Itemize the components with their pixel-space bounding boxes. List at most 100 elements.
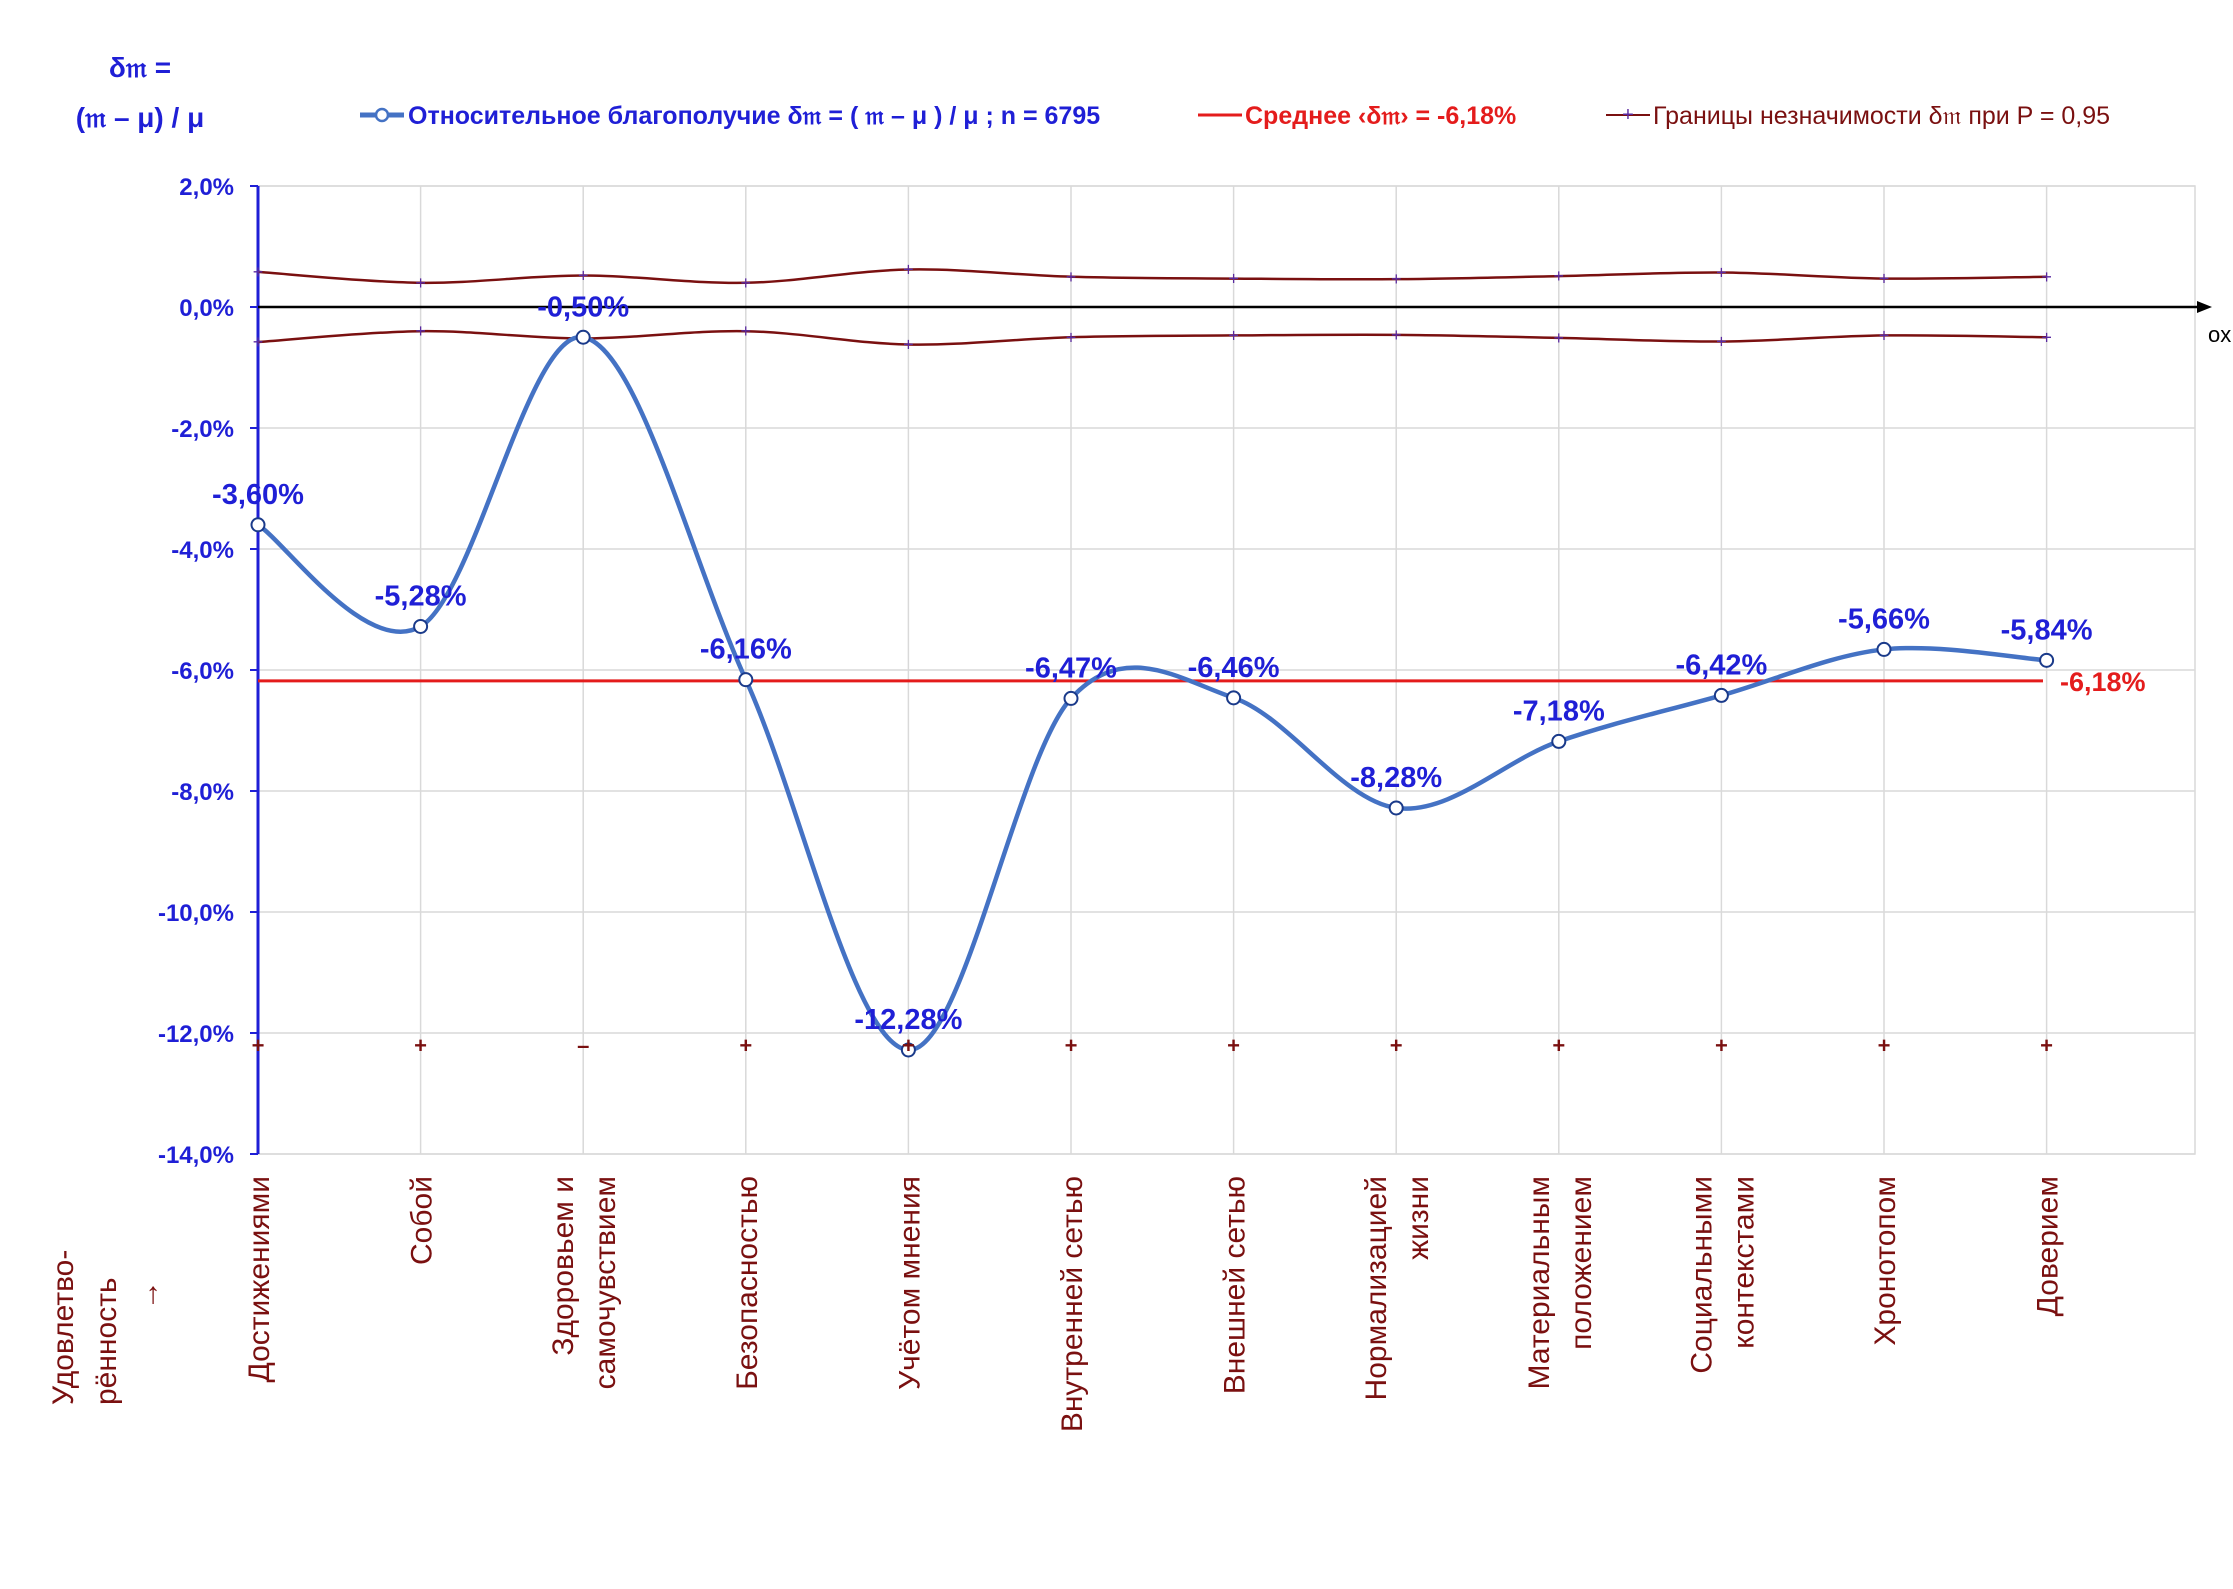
y-tick-label: 2,0% xyxy=(179,174,234,201)
category-label: Внутренней сетью xyxy=(1056,1176,1089,1432)
significance-mark: + xyxy=(2040,1033,2053,1058)
bound-point-upper: + xyxy=(253,262,264,282)
category-label: Внешней сетью xyxy=(1219,1176,1252,1394)
bound-point-upper: + xyxy=(578,266,589,286)
legend: Относительное благополучие δ𝔪 = ( 𝔪 – μ … xyxy=(360,102,2110,130)
x-side-caption-line-1: Удовлетво- xyxy=(47,1250,80,1405)
category-label: Хронотопом xyxy=(1869,1176,1902,1346)
data-label: -5,28% xyxy=(375,580,467,612)
bound-point-upper: + xyxy=(1879,269,1890,289)
bound-point-lower: + xyxy=(253,332,264,352)
significance-mark: + xyxy=(1552,1033,1565,1058)
bound-point-upper: + xyxy=(1391,269,1402,289)
x-axis-name: ox xyxy=(2208,322,2231,347)
significance-mark: + xyxy=(252,1033,265,1058)
bound-point-lower: + xyxy=(415,321,426,341)
legend-series-label: Относительное благополучие δ𝔪 = ( 𝔪 – μ … xyxy=(408,102,1100,130)
x-side-caption-line-2: рённость xyxy=(90,1277,123,1405)
significance-marks: + + – + + + + + + + + + xyxy=(252,1033,2053,1058)
y-axis-title-line-2: (𝔪 – μ) / μ xyxy=(76,102,204,133)
significance-mark: + xyxy=(1715,1033,1728,1058)
category-label-line: самочувствием xyxy=(589,1176,622,1389)
significance-mark: + xyxy=(1227,1033,1240,1058)
category-label-line: Социальными xyxy=(1685,1176,1718,1374)
y-tick-label: -14,0% xyxy=(158,1142,234,1169)
category-label: Учётом мнения xyxy=(893,1176,926,1390)
x-axis-arrow xyxy=(2197,301,2212,313)
category-label-line: Нормализацией xyxy=(1360,1176,1393,1400)
y-axis-title-line-1: δ𝔪 = xyxy=(109,52,171,83)
axes: 2,0% 0,0% -2,0% -4,0% -6,0% -8,0% -10,0% -12,0%… xyxy=(158,174,2212,1169)
y-tick-label: -6,0% xyxy=(171,658,234,685)
bound-point-upper: + xyxy=(1554,266,1565,286)
bound-point-lower: + xyxy=(1879,325,1890,345)
svg-text:+: + xyxy=(1622,104,1634,126)
y-tick-label: -12,0% xyxy=(158,1021,234,1048)
y-tick-label: 0,0% xyxy=(179,295,234,322)
category-label-line: положением xyxy=(1565,1176,1598,1350)
category-label-line: Внутренней сетью xyxy=(1056,1176,1089,1432)
bound-point-upper: + xyxy=(1066,267,1077,287)
bound-point-upper: + xyxy=(1716,263,1727,283)
data-label: -5,66% xyxy=(1838,603,1930,635)
category-label: Социальными контекстами xyxy=(1685,1176,1760,1374)
data-label: -5,84% xyxy=(2001,614,2093,646)
bound-point-lower: + xyxy=(903,335,914,355)
bound-point-upper: + xyxy=(1228,269,1239,289)
data-label: -6,42% xyxy=(1675,649,1767,681)
data-label: -6,16% xyxy=(700,634,792,666)
y-tick-label: -10,0% xyxy=(158,900,234,927)
x-side-caption: Удовлетво- рённость → xyxy=(47,1250,165,1405)
y-tick-label: -8,0% xyxy=(171,779,234,806)
data-point xyxy=(738,672,754,688)
x-side-caption-line-3: → xyxy=(132,1280,165,1310)
bound-point-upper: + xyxy=(2041,267,2052,287)
legend-mean-label: Среднее ‹δ𝔪› = -6,18% xyxy=(1245,102,1516,130)
bound-point-lower: + xyxy=(2041,327,2052,347)
y-tick-label: -4,0% xyxy=(171,537,234,564)
data-point xyxy=(575,329,591,345)
significance-mark: + xyxy=(414,1033,427,1058)
series-group: -3,60% -5,28% -0,50% -6,16% -12,28% -6,47% -6,… xyxy=(212,291,2093,1058)
data-point xyxy=(1876,641,1892,657)
y-tick-label: -2,0% xyxy=(171,416,234,443)
significance-mark: + xyxy=(902,1033,915,1058)
category-label: Материальным положением xyxy=(1523,1176,1598,1389)
data-point xyxy=(1551,733,1567,749)
category-labels: Достижениями Собой Здоровьем и самочувствие… xyxy=(243,1176,2065,1432)
significance-bounds: ++++++++++++++++++++++++ xyxy=(253,259,2052,354)
category-label-line: Учётом мнения xyxy=(893,1176,926,1390)
bound-point-upper: + xyxy=(903,259,914,279)
category-label-line: Хронотопом xyxy=(1869,1176,1902,1346)
data-point xyxy=(250,517,266,533)
series-line xyxy=(256,334,2047,1053)
category-label-line: контекстами xyxy=(1727,1176,1760,1349)
bound-point-lower: + xyxy=(1066,327,1077,347)
data-label: -3,60% xyxy=(212,479,304,511)
significance-mark: + xyxy=(739,1033,752,1058)
legend-mean: Среднее ‹δ𝔪› = -6,18% xyxy=(1198,102,1516,130)
category-label: Здоровьем и самочувствием xyxy=(547,1176,622,1389)
significance-mark: + xyxy=(1390,1033,1403,1058)
data-label: -6,47% xyxy=(1025,652,1117,684)
category-label-line: жизни xyxy=(1402,1176,1435,1260)
data-point xyxy=(2039,652,2055,668)
category-label-line: Достижениями xyxy=(243,1176,276,1383)
category-label-line: Внешней сетью xyxy=(1219,1176,1252,1394)
category-label: Безопасностью xyxy=(731,1176,764,1390)
bound-line-upper xyxy=(257,268,2047,285)
bound-point-lower: + xyxy=(1716,331,1727,351)
category-label: Достижениями xyxy=(243,1176,276,1383)
legend-bounds: + Границы незначимости δ𝔪 при P = 0,95 xyxy=(1606,102,2110,130)
bound-point-lower: + xyxy=(741,321,752,341)
significance-mark: + xyxy=(1065,1033,1078,1058)
data-label: -0,50% xyxy=(537,291,629,323)
bound-line-lower xyxy=(257,329,2047,346)
bound-point-lower: + xyxy=(1554,328,1565,348)
significance-mark: – xyxy=(577,1033,589,1058)
mean-line-group: -6,18% xyxy=(258,667,2146,697)
data-point xyxy=(1226,690,1242,706)
data-label: -6,46% xyxy=(1188,652,1280,684)
category-label: Доверием xyxy=(2032,1176,2065,1316)
